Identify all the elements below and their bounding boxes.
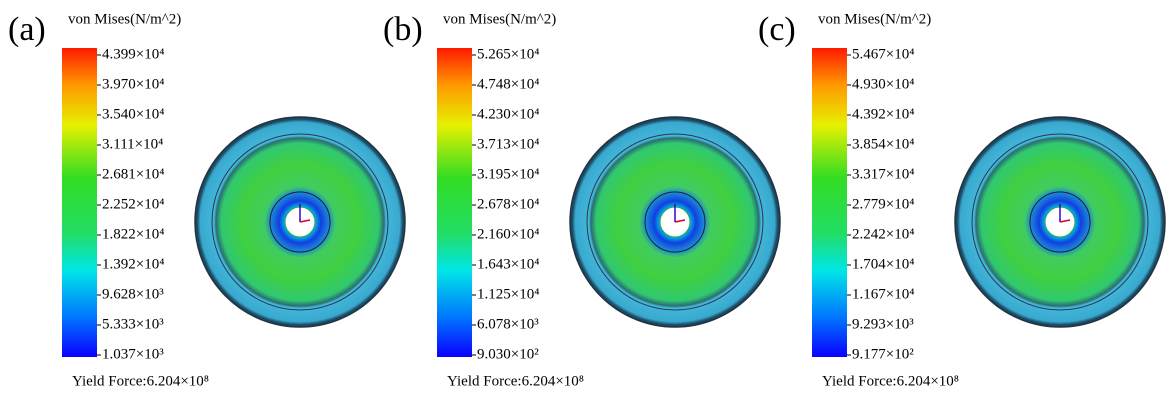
scale-label: 1.037×10³ xyxy=(102,346,164,362)
scale-label: 4.930×10⁴ xyxy=(852,76,914,92)
scale-label: 5.333×10³ xyxy=(102,316,164,332)
scale-label: 1.125×10⁴ xyxy=(477,286,539,302)
color-bar xyxy=(437,48,472,357)
scale-label: 3.970×10⁴ xyxy=(102,76,164,92)
color-bar xyxy=(62,48,97,357)
scale-label: 3.195×10⁴ xyxy=(477,166,539,182)
panel-label: (b) xyxy=(383,11,423,48)
scale-label: 2.681×10⁴ xyxy=(102,166,164,182)
legend-title: von Mises(N/m^2) xyxy=(443,11,556,27)
scale-label: 2.242×10⁴ xyxy=(852,226,914,242)
scale-label: 9.293×10³ xyxy=(852,316,914,332)
scale-label: 6.078×10³ xyxy=(477,316,539,332)
footer: Yield Force:6.204×10⁸ xyxy=(72,373,209,389)
footer: Yield Force:6.204×10⁸ xyxy=(447,373,584,389)
scale-label: 1.167×10⁴ xyxy=(852,286,914,302)
color-bar xyxy=(812,48,847,357)
scale-label: 3.854×10⁴ xyxy=(852,136,914,152)
scale-label: 3.540×10⁴ xyxy=(102,106,164,122)
footer: Yield Force:6.204×10⁸ xyxy=(822,373,959,389)
scale-label: 3.713×10⁴ xyxy=(477,136,539,152)
scale-label: 4.230×10⁴ xyxy=(477,106,539,122)
figure: (a) von Mises(N/m^2) 4.399×10⁴ 3.970×10⁴ 3.5… xyxy=(0,0,1167,394)
scale-label: 4.399×10⁴ xyxy=(102,46,164,62)
scale-label: 9.177×10² xyxy=(852,346,914,362)
scale-label: 1.643×10⁴ xyxy=(477,256,539,272)
legend-title: von Mises(N/m^2) xyxy=(68,11,181,27)
scale-label: 2.678×10⁴ xyxy=(477,196,539,212)
scale-label: 9.030×10² xyxy=(477,346,539,362)
scale-label: 4.748×10⁴ xyxy=(477,76,539,92)
panel-label: (a) xyxy=(8,11,46,48)
scale-label: 5.467×10⁴ xyxy=(852,46,914,62)
panel-label: (c) xyxy=(758,11,796,48)
scale-label: 3.317×10⁴ xyxy=(852,166,914,182)
scale-label: 3.111×10⁴ xyxy=(102,136,163,152)
scale-label: 4.392×10⁴ xyxy=(852,106,914,122)
scale-label: 5.265×10⁴ xyxy=(477,46,539,62)
scale-label: 2.160×10⁴ xyxy=(477,226,539,242)
scale-label: 2.252×10⁴ xyxy=(102,196,164,212)
scale-label: 1.392×10⁴ xyxy=(102,256,164,272)
scale-label: 2.779×10⁴ xyxy=(852,196,914,212)
scale-label: 9.628×10³ xyxy=(102,286,164,302)
scale-label: 1.704×10⁴ xyxy=(852,256,914,272)
legend-title: von Mises(N/m^2) xyxy=(818,11,931,27)
scale-label: 1.822×10⁴ xyxy=(102,226,164,242)
